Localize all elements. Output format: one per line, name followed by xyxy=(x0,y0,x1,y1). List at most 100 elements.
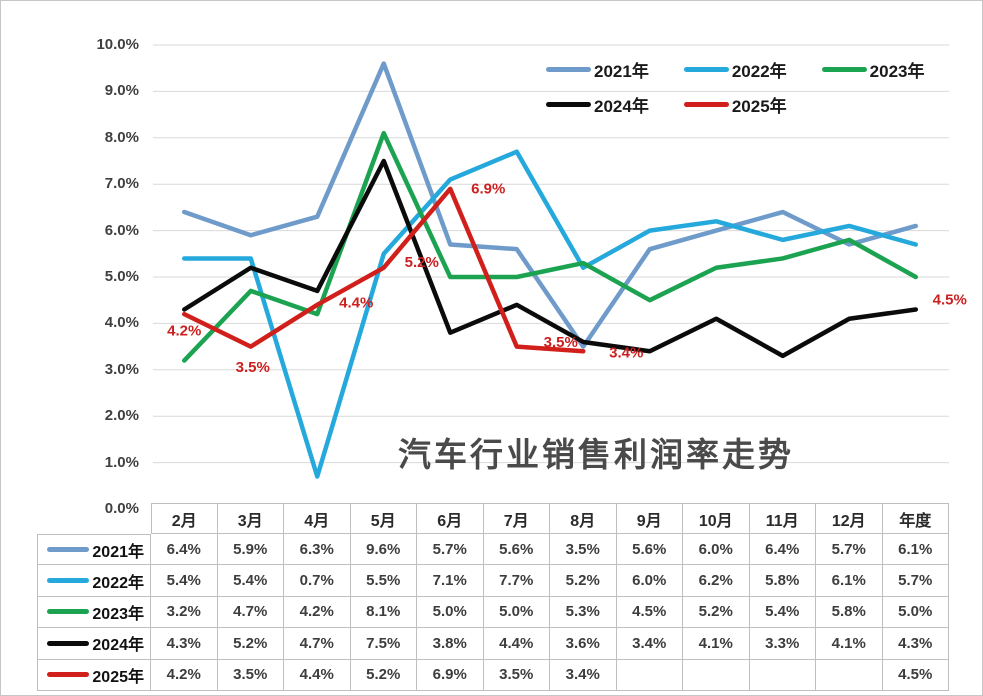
column-header: 5月 xyxy=(350,503,417,534)
table-cell: 5.6% xyxy=(616,534,683,566)
legend-label: 2025年 xyxy=(731,96,787,116)
table-cell: 6.3% xyxy=(284,534,351,566)
y-axis-tick-label: 0.0% xyxy=(104,500,139,517)
legend-row: 2021年 2022年 2023年 xyxy=(546,56,924,82)
table-cell: 5.4% xyxy=(749,596,816,629)
point-label: 3.5% xyxy=(544,334,578,351)
point-label: 5.2% xyxy=(405,254,439,271)
row-label-2022年: 2022年 xyxy=(37,565,151,597)
row-label-text: 2023年 xyxy=(92,605,144,623)
table-cell: 5.0% xyxy=(483,596,550,629)
column-header: 4月 xyxy=(284,503,351,534)
table-cell: 5.6% xyxy=(483,534,550,566)
table-cell: 5.3% xyxy=(550,596,617,629)
row-legend-swatch xyxy=(47,672,90,678)
point-label: 4.4% xyxy=(339,294,373,311)
series-line-2024年 xyxy=(182,158,918,359)
table-cell: 9.6% xyxy=(350,534,417,566)
series-line-2023年 xyxy=(182,130,918,363)
y-axis-tick-label: 10.0% xyxy=(96,36,139,53)
point-label: 4.5% xyxy=(933,292,967,309)
table-cell: 3.3% xyxy=(749,628,816,660)
table-cell: 4.3% xyxy=(151,628,218,660)
column-header: 11月 xyxy=(749,503,816,534)
column-header: 8月 xyxy=(550,503,617,534)
data-table: 2月 3月 4月 5月 6月 7月 8月 9月 10月 11月 12月 年度 2021年 6.4% 5.9%… xyxy=(37,503,949,691)
table-cell: 5.7% xyxy=(816,534,883,566)
y-axis-tick-label: 9.0% xyxy=(104,82,139,100)
table-cell: 5.8% xyxy=(816,596,883,629)
table-cell: 6.0% xyxy=(683,534,750,566)
row-label-text: 2022年 xyxy=(92,574,144,592)
row-legend-swatch xyxy=(47,609,90,615)
row-label-2024年: 2024年 xyxy=(37,628,151,660)
table-cell: 5.7% xyxy=(882,565,949,597)
legend-label: 2024年 xyxy=(594,96,649,116)
table-cell: 5.2% xyxy=(350,659,417,691)
column-header: 2月 xyxy=(151,503,218,534)
table-cell: 4.4% xyxy=(483,628,550,660)
table-cell: 3.2% xyxy=(151,596,218,629)
table-cell: 5.4% xyxy=(151,565,218,597)
y-axis-tick-label: 1.0% xyxy=(104,453,139,471)
table-cell: 6.4% xyxy=(749,534,816,566)
y-axis-tick-label: 4.0% xyxy=(104,314,139,332)
table-cell: 6.4% xyxy=(151,534,218,566)
row-label-2023年: 2023年 xyxy=(37,596,151,629)
point-label: 6.9% xyxy=(471,180,505,197)
row-legend-swatch xyxy=(47,640,90,646)
y-axis-tick-label: 5.0% xyxy=(104,268,139,285)
table-cell: 3.4% xyxy=(550,659,617,691)
table-cell: 6.1% xyxy=(816,565,883,597)
row-label-text: 2024年 xyxy=(92,637,144,655)
table-cell: 4.7% xyxy=(284,628,351,660)
table-cell: 3.6% xyxy=(550,628,617,660)
point-label: 3.5% xyxy=(236,359,270,376)
table-cell: 5.8% xyxy=(749,565,816,597)
table-cell: 5.9% xyxy=(217,534,284,566)
table-cell: 6.9% xyxy=(417,659,484,691)
table-cell: 5.4% xyxy=(217,565,284,597)
legend-label: 2022年 xyxy=(731,61,787,81)
table-cell: 4.2% xyxy=(151,659,218,691)
table-corner-cell xyxy=(37,503,151,534)
table-cell: 4.1% xyxy=(683,628,750,660)
table-cell: 8.1% xyxy=(350,596,417,629)
table-cell: 3.5% xyxy=(217,659,284,691)
legend-label: 2021年 xyxy=(594,61,649,81)
table-cell: 4.1% xyxy=(816,628,883,660)
legend-line-swatch xyxy=(546,66,591,72)
legend-line-swatch xyxy=(546,101,591,107)
y-axis-tick-label: 3.0% xyxy=(104,360,139,378)
legend-label: 2023年 xyxy=(869,61,925,81)
table-cell: 3.8% xyxy=(417,628,484,660)
table-cell: 3.4% xyxy=(616,628,683,660)
table-cell: 7.7% xyxy=(483,565,550,597)
column-header: 10月 xyxy=(683,503,750,534)
table-cell xyxy=(749,659,816,691)
row-legend-swatch xyxy=(47,547,90,553)
legend-item-2023年: 2023年 xyxy=(821,57,925,82)
table-cell: 5.7% xyxy=(417,534,484,566)
column-header: 3月 xyxy=(217,503,284,534)
table-cell: 4.3% xyxy=(882,628,949,660)
row-label-2021年: 2021年 xyxy=(37,534,151,566)
table-cell: 4.5% xyxy=(882,659,949,691)
series-line-2022年 xyxy=(182,149,918,479)
table-cell: 7.5% xyxy=(350,628,417,660)
y-axis-tick-label: 7.0% xyxy=(104,175,139,193)
table-cell: 5.2% xyxy=(683,596,750,629)
column-header: 9月 xyxy=(616,503,683,534)
legend-item-2025年: 2025年 xyxy=(683,92,787,117)
table-cell: 6.0% xyxy=(616,565,683,597)
table-cell: 5.2% xyxy=(217,628,284,660)
legend-line-swatch xyxy=(821,66,867,72)
table-cell: 5.0% xyxy=(882,596,949,629)
table-cell: 5.5% xyxy=(350,565,417,597)
table-cell: 7.1% xyxy=(417,565,484,597)
table-cell xyxy=(683,659,750,691)
legend-row: 2024年 2025年 xyxy=(546,91,924,117)
column-header: 6月 xyxy=(417,503,484,534)
